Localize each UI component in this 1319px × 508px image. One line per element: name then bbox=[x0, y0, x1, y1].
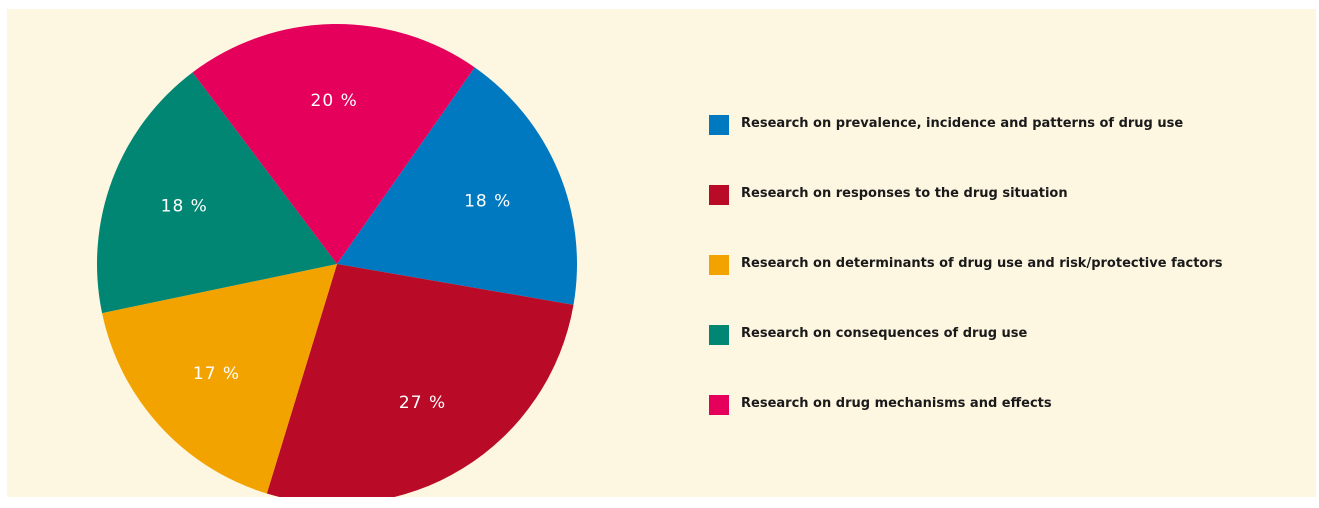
legend-item: Research on drug mechanisms and effects bbox=[709, 395, 1309, 465]
legend-item: Research on determinants of drug use and… bbox=[709, 255, 1309, 325]
pie-slice-label: 18 % bbox=[464, 191, 511, 211]
pie-slice bbox=[192, 24, 475, 265]
pie-chart: 18 % 27 % 17 % 18 % 20 % bbox=[96, 24, 578, 497]
chart-panel: 18 % 27 % 17 % 18 % 20 % Research on prevale… bbox=[7, 9, 1316, 497]
legend-label: Research on prevalence, incidence and pa… bbox=[741, 116, 1184, 131]
legend-label: Research on drug mechanisms and effects bbox=[741, 396, 1052, 411]
legend-swatch bbox=[709, 395, 729, 415]
pie-slice-label: 18 % bbox=[161, 197, 208, 217]
legend-swatch bbox=[709, 255, 729, 275]
legend: Research on prevalence, incidence and pa… bbox=[709, 115, 1309, 465]
legend-label: Research on consequences of drug use bbox=[741, 326, 1028, 341]
legend-item: Research on prevalence, incidence and pa… bbox=[709, 115, 1309, 185]
legend-swatch bbox=[709, 325, 729, 345]
pie-slice-label: 27 % bbox=[399, 393, 446, 413]
pie-slice-label: 20 % bbox=[311, 91, 358, 111]
pie-slice bbox=[102, 264, 337, 494]
pie-slice-labels: 18 % 27 % 17 % 18 % 20 % bbox=[161, 91, 511, 413]
pie-slice bbox=[266, 264, 574, 497]
legend-label: Research on determinants of drug use and… bbox=[741, 256, 1223, 271]
legend-swatch bbox=[709, 185, 729, 205]
pie-slice bbox=[96, 72, 337, 314]
pie-slices bbox=[96, 24, 578, 497]
legend-item: Research on responses to the drug situat… bbox=[709, 185, 1309, 255]
legend-label: Research on responses to the drug situat… bbox=[741, 186, 1068, 201]
pie-slice-label: 17 % bbox=[193, 364, 240, 384]
pie-slice bbox=[337, 67, 578, 305]
legend-item: Research on consequences of drug use bbox=[709, 325, 1309, 395]
legend-swatch bbox=[709, 115, 729, 135]
